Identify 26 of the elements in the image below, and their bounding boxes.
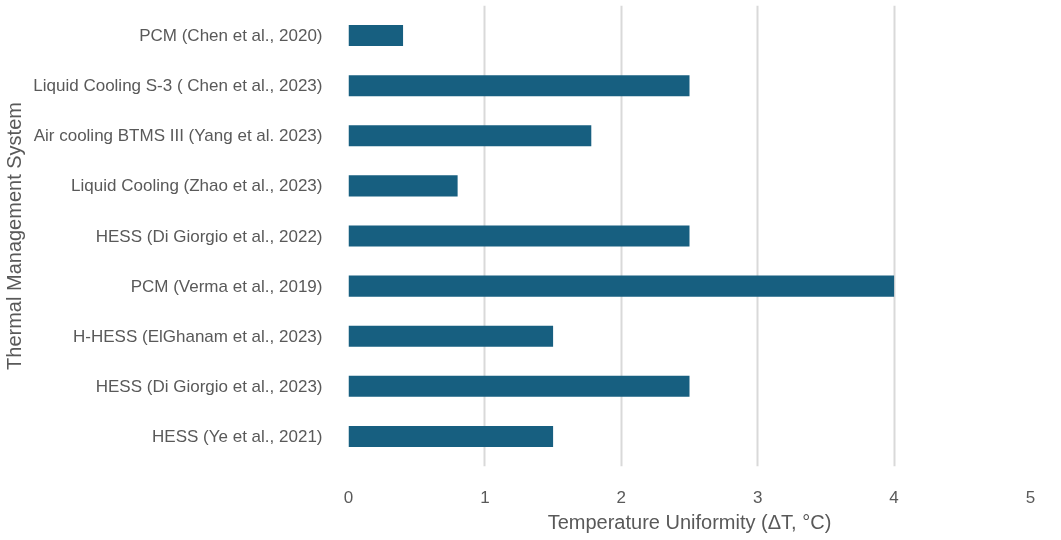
bar [348, 125, 592, 147]
x-tick-label: 4 [889, 487, 899, 507]
bar [348, 375, 690, 397]
bar [348, 275, 895, 297]
y-tick-label: PCM (Chen et al., 2020) [139, 26, 323, 46]
y-tick-label: HESS (Di Giorgio et al., 2023) [95, 376, 323, 396]
bar [348, 325, 554, 347]
y-tick-label: Air cooling BTMS III (Yang et al. 2023) [33, 126, 323, 146]
bar [348, 175, 458, 197]
y-tick-label: HESS (Di Giorgio et al., 2022) [95, 226, 323, 246]
y-tick-label: Liquid Cooling (Zhao et al., 2023) [71, 176, 323, 196]
x-tick-label: 3 [752, 487, 763, 507]
y-tick-label: H-HESS (ElGhanam et al., 2023) [73, 326, 323, 346]
y-tick-label: PCM (Verma et al., 2019) [130, 276, 323, 296]
bar [348, 75, 690, 97]
x-tick-label: 1 [480, 487, 490, 507]
bar [348, 25, 404, 47]
x-tick-label: 5 [1025, 487, 1036, 507]
y-axis-title: Thermal Management System [3, 102, 26, 370]
y-tick-label: HESS (Ye et al., 2021) [152, 426, 323, 446]
bar [348, 425, 554, 447]
bar [348, 225, 690, 247]
x-axis-title: Temperature Uniformity (ΔT, °C) [547, 510, 832, 533]
x-tick-label: 2 [616, 487, 627, 507]
x-tick-label: 0 [343, 487, 354, 507]
y-tick-label: Liquid Cooling S-3 ( Chen et al., 2023) [33, 76, 323, 96]
